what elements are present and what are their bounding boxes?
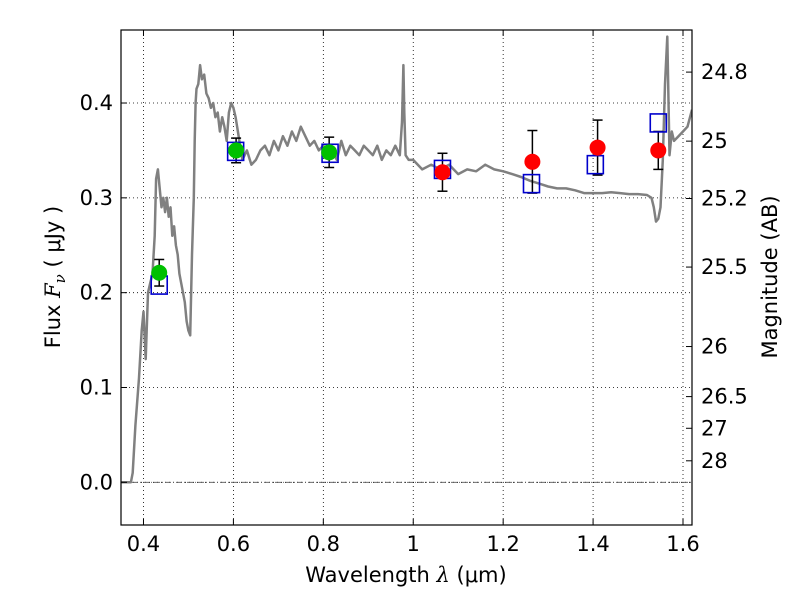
green-data-point [321, 144, 338, 161]
magnitude-tick-label: 27 [701, 416, 728, 440]
magnitude-tick-label: 24.8 [701, 60, 748, 84]
y-tick-label: 0.4 [80, 91, 113, 115]
x-tick-label: 1 [407, 532, 420, 556]
x-tick-label: 1.2 [486, 532, 519, 556]
x-tick-label: 1.6 [666, 532, 699, 556]
magnitude-tick-label: 25.2 [701, 187, 748, 211]
red-data-point [589, 139, 606, 156]
model-square-point [649, 113, 668, 133]
red-data-point [650, 142, 667, 159]
x-tick-label: 1.4 [576, 532, 609, 556]
y-tick-label: 0.3 [80, 186, 113, 210]
template-spectrum-line [121, 35, 692, 484]
magnitude-tick-label: 28 [701, 449, 728, 473]
model-square-point [522, 173, 541, 194]
magnitude-tick-label: 26.5 [701, 385, 748, 409]
green-data-point [151, 264, 168, 281]
red-data-point [434, 164, 451, 181]
y-tick-label: 0.0 [80, 470, 113, 494]
y-tick-label: 0.1 [80, 376, 113, 400]
plot-frame [120, 29, 693, 526]
x-tick-label: 0.6 [217, 532, 250, 556]
red-data-point [524, 153, 541, 170]
x-axis-label: Wavelength λ (μm) [305, 563, 506, 587]
y-tick-label: 0.2 [80, 281, 113, 305]
magnitude-tick-label: 25.5 [701, 255, 748, 279]
magnitude-tick-label: 26 [701, 335, 728, 359]
grid-lines [121, 30, 692, 525]
x-tick-label: 0.4 [127, 532, 160, 556]
right-axis-label: Magnitude (AB) [758, 195, 782, 358]
plot-area [121, 35, 692, 484]
tick-labels: 0.4 0.6 0.8 1 1.2 1.4 1.6 0.0 0.1 0.2 0.3 0.4 24.8 25… [80, 60, 748, 556]
magnitude-tick-label: 25 [701, 129, 728, 153]
model-square-point [586, 154, 605, 175]
x-tick-label: 0.8 [307, 532, 340, 556]
green-data-point [228, 142, 245, 159]
y-axis-label: Flux Fν ( μJy ) [41, 206, 69, 348]
axis-ticks [121, 30, 692, 525]
